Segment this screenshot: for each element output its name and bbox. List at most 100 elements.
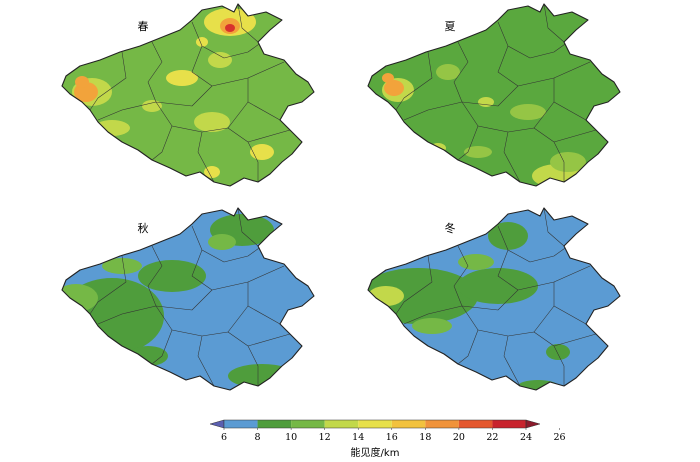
prefecture-border xyxy=(97,305,173,365)
colorbar-tick-label: 6 xyxy=(221,432,227,443)
colorbar-tick-label: 26 xyxy=(554,432,566,443)
field-contour xyxy=(75,76,89,88)
prefecture-border xyxy=(155,289,213,311)
colorbar-tick-label: 18 xyxy=(419,432,431,443)
field-contour xyxy=(102,258,142,274)
prefecture-border xyxy=(155,85,213,107)
season-label: 春 xyxy=(138,20,149,33)
colorbar-tick-label: 10 xyxy=(285,432,297,443)
prefecture-border xyxy=(461,289,519,311)
field-contour xyxy=(550,152,586,172)
prefecture-border xyxy=(553,333,597,347)
prefecture-border xyxy=(197,335,215,387)
prefecture-border xyxy=(191,225,263,263)
prefecture-border xyxy=(147,245,163,307)
prefecture-border xyxy=(477,125,565,182)
prefecture-border xyxy=(453,41,469,103)
visibility-field xyxy=(368,208,620,390)
colorbar-tick-label: 22 xyxy=(486,432,498,443)
visibility-field xyxy=(368,4,620,186)
season-label: 夏 xyxy=(445,20,456,33)
colorbar-tick-label: 12 xyxy=(319,432,331,443)
season-label: 秋 xyxy=(138,221,149,235)
prefecture-border xyxy=(503,335,521,387)
field-contour xyxy=(194,112,230,132)
colorbar-segment xyxy=(324,420,359,428)
field-contour xyxy=(436,64,460,80)
field-contour xyxy=(458,268,538,304)
colorbar-extend-max xyxy=(525,419,541,429)
prefecture-border xyxy=(477,329,565,386)
prefecture-border xyxy=(247,333,291,347)
colorbar-segment xyxy=(291,420,325,428)
colorbar-tick-label: 14 xyxy=(352,432,364,443)
prefecture-border xyxy=(89,51,127,111)
field-contour xyxy=(225,24,235,32)
prefecture-border xyxy=(543,4,565,43)
prefecture-border xyxy=(395,255,433,315)
field-contour xyxy=(204,166,220,178)
colorbar-segment xyxy=(458,420,493,428)
field-contour xyxy=(174,73,190,83)
prefecture-border xyxy=(171,125,259,182)
prefecture-border xyxy=(89,255,127,315)
map-panel-1 xyxy=(61,3,315,187)
prefecture-border xyxy=(237,208,259,247)
colorbar-segment xyxy=(391,420,426,428)
field-contour xyxy=(250,144,274,160)
field-contour xyxy=(458,254,494,270)
prefecture-border xyxy=(553,129,597,143)
prefecture-border xyxy=(395,51,433,111)
prefecture-border xyxy=(197,131,215,183)
field-contour xyxy=(478,97,494,107)
colorbar-frame xyxy=(223,419,527,429)
colorbar-title: 能见度/km xyxy=(351,446,400,459)
colorbar-tick-label: 8 xyxy=(255,432,261,443)
prefecture-border xyxy=(147,41,163,103)
colorbar-segment xyxy=(257,420,292,428)
prefecture-borders xyxy=(89,4,291,183)
prefecture-border xyxy=(191,21,263,59)
field-contour xyxy=(142,100,162,112)
visibility-field xyxy=(62,208,314,390)
field-contour xyxy=(228,364,296,388)
prefecture-borders xyxy=(395,4,597,183)
field-contour xyxy=(518,380,558,390)
map-panel-2 xyxy=(367,3,621,187)
colorbar-extend-min xyxy=(209,419,225,429)
colorbar: 6 8 10 12 14 16 18 20 22 24 26 能见度/km xyxy=(209,419,566,459)
map-panel-4 xyxy=(367,207,621,391)
colorbar-tick-label: 16 xyxy=(386,432,398,443)
colorbar-tick-label: 24 xyxy=(520,432,532,443)
field-contour xyxy=(384,80,404,96)
prefecture-border xyxy=(247,129,291,143)
map-panel-3 xyxy=(61,207,315,391)
prefecture-border xyxy=(543,208,565,247)
field-contour xyxy=(488,222,528,250)
field-contour xyxy=(382,73,394,83)
field-contour xyxy=(412,318,452,334)
prefecture-border xyxy=(403,305,479,365)
prefecture-border xyxy=(237,4,259,43)
field-contour xyxy=(208,52,232,68)
prefecture-borders xyxy=(89,208,291,387)
prefecture-border xyxy=(171,329,259,386)
field-contour xyxy=(546,344,570,360)
colorbar-segment xyxy=(224,420,258,428)
prefecture-border xyxy=(453,245,469,307)
field-contour xyxy=(510,104,546,120)
season-label: 冬 xyxy=(445,221,456,235)
colorbar-segment xyxy=(425,420,459,428)
field-contour xyxy=(464,146,492,158)
colorbar-tick-label: 20 xyxy=(453,432,465,443)
prefecture-borders xyxy=(395,208,597,387)
field-contour xyxy=(94,120,130,136)
map-panels: 春 夏秋 冬 xyxy=(61,3,621,391)
prefecture-border xyxy=(97,101,173,161)
prefecture-border xyxy=(461,85,519,107)
field-contour xyxy=(208,234,236,250)
field-contour xyxy=(62,284,98,312)
prefecture-border xyxy=(497,225,569,263)
prefecture-border xyxy=(497,21,569,59)
